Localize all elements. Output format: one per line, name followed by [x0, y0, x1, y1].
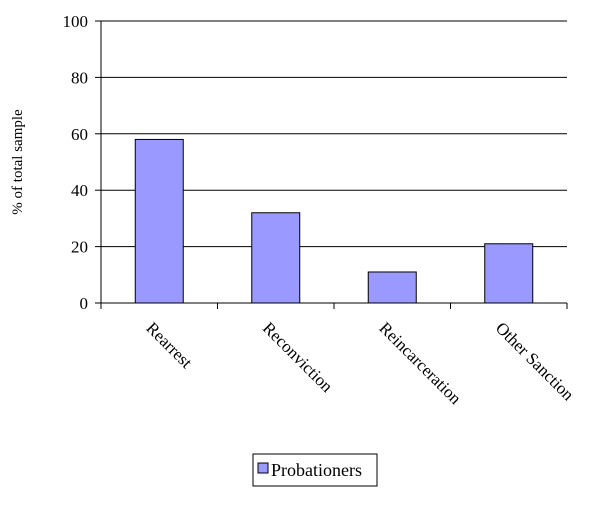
- x-category-label: Reconviction: [259, 318, 337, 396]
- axes: [95, 20, 568, 309]
- y-tick-label: 0: [80, 294, 89, 313]
- x-category-label: Other Sanction: [492, 318, 578, 404]
- legend-label: Probationers: [271, 460, 362, 480]
- bars: [134, 138, 534, 304]
- bar: [251, 212, 301, 304]
- x-category-label: Reincarceration: [375, 318, 465, 408]
- y-axis-label: % of total sample: [10, 109, 26, 215]
- bar: [484, 243, 534, 304]
- y-tick-label: 60: [71, 125, 88, 144]
- x-category-label: Rearrest: [142, 318, 196, 372]
- legend: Probationers: [252, 453, 378, 487]
- legend-swatch: [257, 462, 269, 474]
- y-tick-label: 100: [63, 12, 89, 31]
- bar: [367, 271, 417, 304]
- bar: [134, 138, 184, 304]
- y-tick-label: 20: [71, 238, 88, 257]
- y-tick-labels: 0 20 40 60 80 100: [63, 12, 89, 313]
- x-category-labels: Rearrest Reconviction Reincarceration Other…: [142, 318, 578, 408]
- legend-box: [252, 453, 378, 487]
- y-tick-label: 80: [71, 68, 88, 87]
- y-tick-label: 40: [71, 181, 88, 200]
